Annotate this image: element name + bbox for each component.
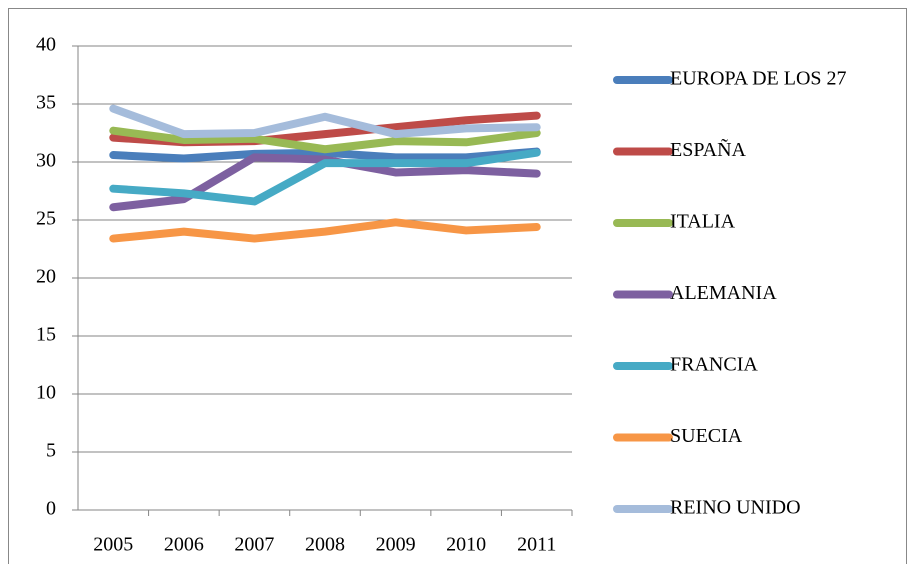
legend-label: SUECIA	[670, 425, 743, 447]
series-line	[109, 126, 541, 154]
legend-label: REINO UNIDO	[670, 497, 801, 519]
y-tick-label: 5	[46, 440, 56, 462]
legend-label: FRANCIA	[670, 354, 758, 376]
x-tick-label: 2009	[376, 534, 416, 556]
x-tick-label: 2005	[93, 534, 133, 556]
legend-label: ALEMANIA	[670, 282, 777, 304]
x-tick-label: 2007	[234, 534, 274, 556]
legend-label: EUROPA DE LOS 27	[670, 68, 847, 90]
x-tick-label: 2011	[517, 534, 556, 556]
chart-frame	[8, 8, 907, 564]
y-tick-label: 15	[36, 324, 56, 346]
y-tick-label: 25	[36, 208, 56, 230]
y-tick-label: 30	[36, 150, 56, 172]
legend-label: ITALIA	[670, 211, 736, 233]
y-tick-label: 0	[46, 498, 56, 520]
y-tick-label: 35	[36, 92, 56, 114]
x-tick-label: 2010	[446, 534, 486, 556]
series-line	[109, 104, 541, 139]
series-line	[109, 218, 541, 243]
y-tick-label: 40	[36, 34, 56, 56]
legend-label: ESPAÑA	[670, 137, 747, 161]
series-line	[109, 148, 541, 206]
y-tick-label: 20	[36, 266, 56, 288]
x-tick-label: 2006	[164, 534, 204, 556]
x-tick-label: 2008	[305, 534, 345, 556]
y-tick-label: 10	[36, 382, 56, 404]
